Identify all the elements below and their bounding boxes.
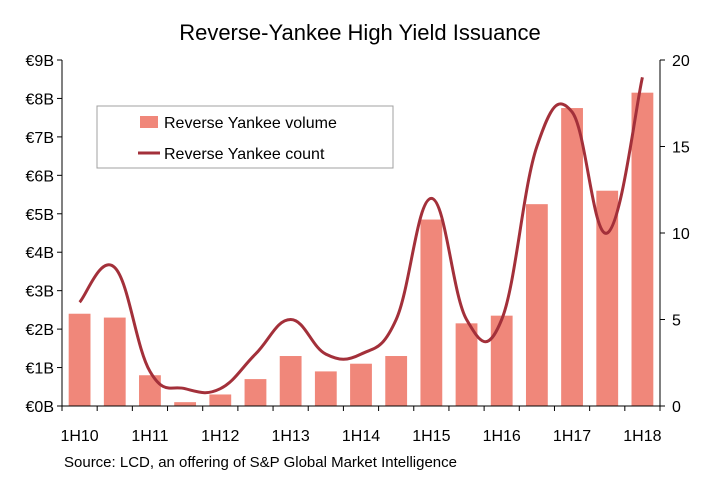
right-tick-label: 15 — [672, 140, 690, 157]
x-tick-label: 1H12 — [201, 428, 239, 445]
bar-1H13 — [279, 356, 302, 406]
right-tick-label: 5 — [672, 313, 681, 330]
bar-2H16 — [525, 204, 548, 406]
x-tick-label: 1H18 — [623, 428, 661, 445]
x-tick-label: 1H13 — [272, 428, 310, 445]
bar-1H16 — [490, 315, 513, 406]
bar-2H17 — [596, 190, 619, 406]
right-tick-label: 0 — [672, 399, 681, 416]
left-tick-label: €4B — [26, 245, 54, 262]
left-tick-label: €8B — [26, 91, 54, 108]
right-axis-ticks: 0 5 10 15 20 — [660, 53, 690, 416]
left-tick-label: €1B — [26, 361, 54, 378]
bar-1H17 — [561, 108, 583, 407]
bar-1H18 — [631, 92, 654, 406]
line-series-count — [78, 76, 644, 395]
bar-2H14 — [385, 356, 408, 406]
bar-1H11 — [139, 375, 161, 406]
left-tick-label: €5B — [26, 207, 54, 224]
bar-2H13 — [314, 371, 337, 406]
left-tick-label: €0B — [26, 399, 54, 416]
right-tick-label: 20 — [672, 53, 690, 70]
legend: Reverse Yankee volume Reverse Yankee cou… — [96, 105, 394, 169]
left-tick-label: €2B — [26, 322, 54, 339]
bar-1H10 — [68, 313, 91, 406]
bar-1H15 — [420, 219, 443, 406]
bar-series-volume — [68, 92, 654, 407]
x-axis-ticks: 1H10 1H11 1H12 1H13 1H14 1H15 1H16 1H17 1H18 — [60, 406, 662, 445]
chart-title: Reverse-Yankee High Yield Issuance — [179, 20, 541, 45]
bar-2H12 — [244, 379, 267, 406]
x-tick-label: 1H16 — [483, 428, 521, 445]
x-tick-label: 1H17 — [553, 428, 591, 445]
legend-label-count: Reverse Yankee count — [164, 146, 325, 163]
bar-1H12 — [209, 394, 232, 406]
x-tick-label: 1H11 — [131, 428, 168, 445]
left-axis-ticks: €0B €1B €2B €3B €4B €5B €6B €7B €8B €9B — [26, 53, 62, 416]
bar-2H10 — [103, 317, 126, 406]
right-tick-label: 10 — [672, 226, 690, 243]
legend-label-volume: Reverse Yankee volume — [164, 115, 337, 132]
count-line — [78, 76, 644, 395]
left-tick-label: €3B — [26, 284, 54, 301]
bar-2H15 — [455, 323, 478, 406]
legend-swatch-volume — [140, 116, 158, 128]
bar-2H11 — [174, 402, 197, 406]
left-tick-label: €6B — [26, 168, 54, 185]
source-note: Source: LCD, an offering of S&P Global M… — [64, 454, 457, 471]
x-tick-label: 1H15 — [412, 428, 450, 445]
x-tick-label: 1H10 — [60, 428, 98, 445]
x-tick-label: 1H14 — [342, 428, 380, 445]
left-tick-label: €7B — [26, 130, 54, 147]
left-tick-label: €9B — [26, 53, 54, 70]
bar-1H14 — [350, 363, 372, 406]
